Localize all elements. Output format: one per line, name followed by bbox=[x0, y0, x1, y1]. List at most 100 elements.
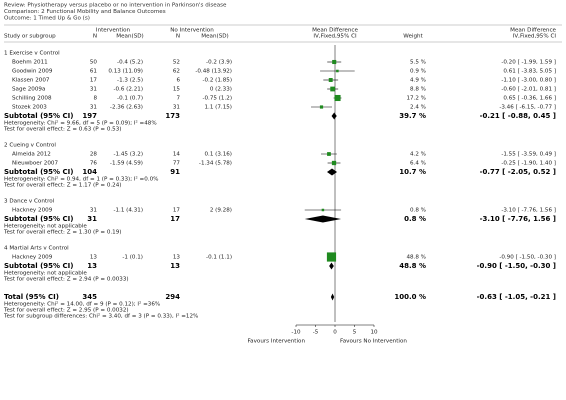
weight: 0.8 % bbox=[404, 215, 426, 223]
md: -0.60 [ -2.01, 0.81 ] bbox=[501, 87, 556, 93]
group-title: 2 Cueing v Control bbox=[4, 143, 56, 149]
n: 31 bbox=[87, 215, 97, 223]
study-square bbox=[328, 78, 333, 82]
review: Review: Physiotherapy versus placebo or … bbox=[4, 3, 227, 9]
mean-sd: -1.59 (4.59) bbox=[110, 161, 143, 167]
md: -3.10 [ -7.76, 1.56 ] bbox=[480, 215, 556, 223]
n: 13 bbox=[170, 262, 180, 270]
subtotal-label: Subtotal (95% CI) bbox=[4, 262, 73, 270]
col-noint: No Intervention bbox=[170, 28, 214, 34]
favours-right: Favours No Intervention bbox=[340, 339, 407, 345]
n: 13 bbox=[90, 255, 98, 261]
study-name: Schilling 2008 bbox=[12, 96, 52, 102]
n: 13 bbox=[173, 255, 181, 261]
mean-sd: -1.34 (5.78) bbox=[199, 161, 232, 167]
n: 77 bbox=[173, 161, 181, 167]
col-n: N bbox=[93, 34, 97, 40]
n: 13 bbox=[87, 262, 97, 270]
group-title: 4 Martial Arts v Control bbox=[4, 246, 69, 252]
heterogeneity: Heterogeneity: Chi² = 9.66, df = 5 (P = … bbox=[4, 120, 157, 127]
col-md: Mean Difference bbox=[312, 28, 358, 34]
weight: 2.4 % bbox=[410, 105, 426, 111]
md: -0.63 [ -1.05, -0.21 ] bbox=[477, 293, 556, 301]
n: 345 bbox=[82, 293, 97, 301]
n: 31 bbox=[173, 105, 181, 111]
heterogeneity: Heterogeneity: not applicable bbox=[4, 224, 87, 230]
study-name: Hackney 2009 bbox=[12, 208, 53, 214]
study-square bbox=[334, 94, 341, 102]
md: -0.90 [ -1.50, -0.30 ] bbox=[499, 255, 556, 261]
md: -0.77 [ -2.05, 0.52 ] bbox=[480, 168, 556, 176]
overall-effect: Test for overall effect: Z = 1.30 (P = 0… bbox=[3, 230, 121, 236]
x-tick-label: -5 bbox=[313, 330, 319, 336]
study-square bbox=[330, 86, 336, 92]
n: 17 bbox=[173, 208, 181, 214]
md: 0.65 [ -0.36, 1.66 ] bbox=[503, 96, 556, 102]
study-name: Sage 2009a bbox=[12, 87, 45, 93]
mean-sd: -0.48 (13.92) bbox=[195, 69, 232, 75]
outcome: Outcome: 1 Timed Up & Go (s) bbox=[4, 16, 90, 22]
weight: 6.4 % bbox=[410, 161, 426, 167]
weight: 48.8 % bbox=[406, 255, 426, 261]
n: 31 bbox=[90, 105, 98, 111]
mean-sd: -0.1 (1.1) bbox=[206, 255, 232, 261]
n: 62 bbox=[173, 69, 180, 75]
mean-sd: -0.4 (5.2) bbox=[117, 60, 143, 66]
study-square bbox=[327, 152, 331, 156]
weight: 100.0 % bbox=[394, 293, 426, 301]
study-square bbox=[332, 59, 337, 65]
mean-sd: -0.75 (1.2) bbox=[202, 96, 232, 102]
study-square bbox=[326, 252, 337, 262]
mean-sd: -0.6 (2.21) bbox=[113, 87, 143, 93]
md: -1.10 [ -3.00, 0.80 ] bbox=[501, 78, 556, 84]
study-square bbox=[331, 160, 337, 166]
total-label: Total (95% CI) bbox=[4, 293, 59, 301]
n: 76 bbox=[90, 161, 98, 167]
weight: 17.2 % bbox=[406, 96, 426, 102]
n: 17 bbox=[90, 78, 98, 84]
n: 14 bbox=[173, 152, 181, 158]
col-method: IV,Fixed,95% CI bbox=[313, 34, 357, 40]
weight: 4.9 % bbox=[410, 78, 426, 84]
weight: 5.5 % bbox=[410, 60, 426, 66]
mean-sd: 2 (9.28) bbox=[210, 208, 232, 214]
n: 6 bbox=[176, 78, 180, 84]
md: -0.25 [ -1.90, 1.40 ] bbox=[501, 161, 556, 167]
study-square bbox=[336, 69, 339, 73]
n: 31 bbox=[90, 87, 98, 93]
diamond bbox=[327, 168, 338, 176]
md: -3.46 [ -6.15, -0.77 ] bbox=[499, 105, 556, 111]
group-title: 1 Exercise v Control bbox=[4, 51, 60, 57]
group-title: 3 Dance v Control bbox=[4, 199, 55, 205]
subgroup-test: Test for subgroup differences: Chi² = 3.… bbox=[3, 313, 198, 320]
heterogeneity: Heterogeneity: Chi² = 14.00, df = 9 (P =… bbox=[4, 301, 160, 308]
n: 15 bbox=[173, 87, 181, 93]
col-study: Study or subgroup bbox=[4, 34, 56, 40]
overall-effect: Test for overall effect: Z = 2.95 (P = 0… bbox=[3, 308, 129, 314]
x-tick-label: 0 bbox=[333, 330, 337, 336]
study-name: Nieuwboer 2007 bbox=[12, 161, 58, 167]
study-name: Almeida 2012 bbox=[12, 152, 51, 158]
weight: 0.9 % bbox=[410, 69, 426, 75]
overall-effect: Test for overall effect: Z = 0.63 (P = 0… bbox=[3, 127, 121, 133]
mean-sd: 0.13 (11.09) bbox=[108, 69, 143, 75]
study-name: Boehm 2011 bbox=[12, 60, 48, 66]
md: 0.61 [ -3.83, 5.05 ] bbox=[503, 69, 556, 75]
mean-sd: -0.2 (3.9) bbox=[206, 60, 232, 66]
mean-sd: -1.1 (4.31) bbox=[113, 208, 143, 214]
x-tick-label: 10 bbox=[370, 330, 378, 336]
study-square bbox=[321, 208, 325, 212]
mean-sd: -1.3 (2.5) bbox=[117, 78, 143, 84]
diamond bbox=[304, 215, 342, 223]
comparison: Comparison: 2 Functional Mobility and Ba… bbox=[4, 9, 166, 15]
md: -1.55 [ -3.59, 0.49 ] bbox=[501, 152, 556, 158]
mean-sd: -0.1 (0.7) bbox=[117, 96, 143, 102]
n: 294 bbox=[165, 293, 180, 301]
study-name: Goodwin 2009 bbox=[12, 69, 53, 75]
study-name: Hackney 2009 bbox=[12, 255, 53, 261]
overall-effect: Test for overall effect: Z = 2.94 (P = 0… bbox=[3, 277, 129, 283]
n: 104 bbox=[82, 168, 97, 176]
overall-effect: Test for overall effect: Z = 1.17 (P = 0… bbox=[3, 183, 121, 189]
heterogeneity: Heterogeneity: not applicable bbox=[4, 271, 87, 277]
